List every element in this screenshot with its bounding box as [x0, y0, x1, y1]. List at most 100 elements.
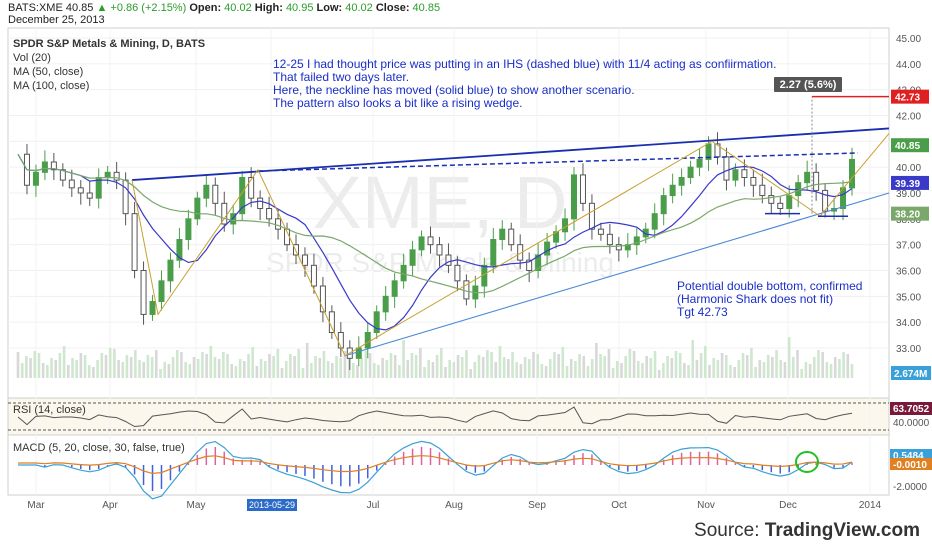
volume-bar	[234, 366, 238, 378]
volume-bar	[511, 352, 514, 378]
candle	[562, 218, 569, 233]
volume-bar	[402, 340, 405, 378]
volume-bar	[649, 358, 653, 378]
volume-bar	[444, 367, 447, 378]
price-badge	[891, 89, 929, 104]
candle	[849, 158, 855, 189]
candle	[777, 202, 784, 209]
change: +0.86 (+2.15%)	[110, 2, 187, 14]
volume-bar	[737, 360, 741, 378]
volume-bar	[838, 359, 841, 378]
volume-bar	[423, 367, 426, 378]
volume-bar	[272, 356, 275, 378]
candle	[553, 231, 560, 243]
candle	[59, 169, 66, 181]
x-tick-label: Jul	[367, 500, 380, 511]
x-tick-label: Mar	[27, 500, 45, 511]
candle	[678, 177, 685, 186]
price-badge-label: 40.85	[895, 141, 920, 152]
candle	[445, 254, 452, 266]
volume-bar	[46, 365, 49, 378]
annotation-line: 12-25 I had thought price was putting in…	[273, 57, 776, 71]
high-value: 40.95	[285, 2, 314, 14]
volume-bar	[775, 350, 778, 378]
candle	[786, 195, 793, 209]
candle	[373, 311, 380, 334]
volume-bar	[678, 353, 682, 378]
volume-bar	[314, 356, 317, 378]
ma50-line	[17, 153, 853, 331]
volume-bar	[263, 361, 267, 378]
y-tick-label: 40.00	[896, 163, 921, 174]
volume-bar	[486, 350, 489, 378]
volume-bar	[448, 360, 451, 378]
volume-bar	[398, 365, 401, 378]
volume-bar	[456, 355, 460, 378]
volume-bar	[850, 364, 854, 378]
volume-bar	[410, 353, 414, 378]
candle	[194, 197, 201, 220]
volume-bar	[33, 351, 37, 378]
volume-bar	[230, 364, 234, 378]
volume-bar	[473, 362, 477, 378]
legend-ma100: MA (100, close)	[13, 80, 89, 92]
candle	[301, 254, 308, 266]
candle	[149, 301, 156, 315]
x-tick-label: 2014	[859, 500, 882, 511]
candle	[140, 270, 147, 315]
candle	[499, 228, 506, 241]
candle	[86, 192, 93, 199]
candle	[571, 174, 577, 220]
volume-bar	[360, 358, 363, 378]
volume-bar	[79, 353, 83, 378]
volume-bar	[435, 355, 439, 378]
candle	[660, 195, 667, 215]
volume-bar	[599, 354, 602, 378]
candle	[597, 228, 604, 235]
candle	[544, 241, 551, 256]
volume-bar	[540, 364, 544, 378]
volume-bar	[704, 346, 707, 378]
candle	[633, 236, 640, 246]
candle	[275, 218, 282, 230]
candle	[696, 158, 703, 168]
volume-bar	[628, 349, 632, 378]
volume-bar	[557, 354, 560, 378]
high-label: High:	[254, 2, 283, 14]
volume-badge-label: 2.674M	[894, 369, 927, 380]
volume-bar	[419, 348, 422, 378]
x-tick-label: Apr	[102, 500, 118, 511]
volume-bar	[766, 355, 770, 378]
open-label: Open:	[189, 2, 222, 14]
x-tick-label: Nov	[697, 500, 715, 511]
volume-bar	[636, 361, 640, 378]
candle	[50, 161, 57, 171]
volume-bar	[276, 349, 280, 378]
volume-bar	[582, 356, 586, 378]
macd-tick: -2.0000	[893, 482, 927, 493]
watermark-symbol: XME, D	[313, 161, 568, 244]
y-tick-label: 36.00	[896, 267, 921, 278]
volume-bar	[699, 353, 703, 378]
annotation-line: Here, the neckline has moved (solid blue…	[273, 83, 635, 97]
candle	[328, 311, 335, 334]
volume-bar	[393, 355, 397, 378]
volume-bar	[226, 354, 229, 378]
volume-bar	[427, 360, 431, 378]
volume-bar	[243, 361, 246, 378]
volume-bar	[603, 356, 607, 378]
volume-bar	[159, 369, 162, 378]
price-badge	[891, 175, 929, 190]
volume-bar	[297, 349, 301, 378]
volume-bar	[586, 366, 590, 378]
candle	[131, 213, 138, 272]
volume-bar	[100, 353, 104, 378]
volume-bar	[129, 357, 133, 378]
volume-bar	[117, 360, 120, 378]
volume-bar	[209, 346, 213, 378]
volume-bar	[691, 340, 695, 378]
volume-bar	[842, 352, 845, 378]
volume-bar	[532, 352, 535, 378]
volume-bar	[238, 359, 242, 378]
volume-bar	[653, 351, 657, 378]
